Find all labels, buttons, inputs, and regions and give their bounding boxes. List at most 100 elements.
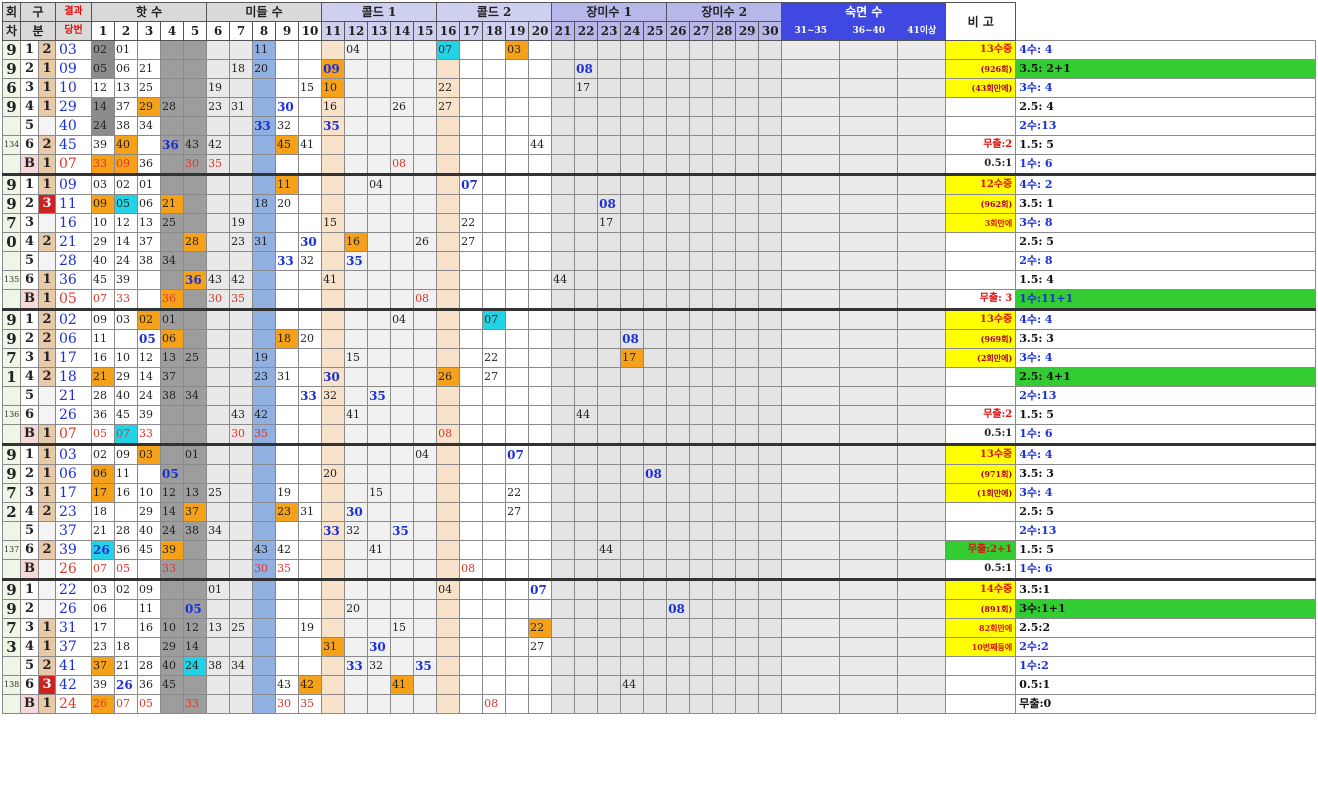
number-cell xyxy=(413,540,438,560)
remark-note xyxy=(945,386,1017,406)
number-cell xyxy=(666,308,691,330)
remark-note: (891회) xyxy=(945,599,1017,619)
row-number: 2 xyxy=(20,464,39,484)
number-cell xyxy=(528,559,553,580)
number-cell xyxy=(413,329,438,349)
number-cell xyxy=(758,289,783,310)
number-cell xyxy=(689,270,714,290)
number-cell xyxy=(321,232,346,252)
number-cell xyxy=(390,405,415,425)
number-cell xyxy=(689,618,714,638)
number-cell xyxy=(390,173,415,195)
number-cell xyxy=(897,578,947,600)
number-cell xyxy=(551,694,576,714)
number-cell xyxy=(505,540,530,560)
draw-digit: 7 xyxy=(2,618,21,638)
number-cell-hit: 36 xyxy=(183,270,208,290)
number-cell xyxy=(459,502,484,522)
number-cell xyxy=(551,194,576,214)
draw-digit: 3 xyxy=(2,637,21,657)
number-cell xyxy=(229,521,254,541)
number-cell xyxy=(897,173,947,195)
number-cell xyxy=(298,173,323,195)
remark-summary: 2수:13 xyxy=(1015,386,1316,406)
number-cell xyxy=(735,289,760,310)
number-cell xyxy=(321,483,346,503)
number-cell xyxy=(459,329,484,349)
remark-note xyxy=(945,270,1017,290)
number-cell-hit: 16 xyxy=(321,97,346,117)
number-cell-hit: 29 xyxy=(160,637,185,657)
number-cell-hit: 07 xyxy=(91,289,116,310)
number-cell xyxy=(574,135,599,155)
number-cell xyxy=(367,405,392,425)
number-cell xyxy=(781,308,841,330)
number-cell-hit: 19 xyxy=(252,348,277,368)
number-cell xyxy=(666,618,691,638)
number-cell-hit: 05 xyxy=(160,464,185,484)
number-cell xyxy=(275,78,300,98)
number-cell xyxy=(344,386,369,406)
number-cell xyxy=(344,270,369,290)
number-cell xyxy=(160,154,185,175)
number-cell xyxy=(137,637,162,657)
remark-summary: 0.5:1 xyxy=(1015,675,1316,695)
number-cell xyxy=(252,270,277,290)
number-cell xyxy=(183,424,208,445)
header-num: 7 xyxy=(229,21,254,41)
draw-digit: 0 xyxy=(2,232,21,252)
number-cell xyxy=(528,675,553,695)
number-cell xyxy=(505,78,530,98)
number-cell-hit: 39 xyxy=(91,135,116,155)
number-cell xyxy=(897,78,947,98)
number-cell xyxy=(252,637,277,657)
number-cell xyxy=(712,251,737,271)
number-cell xyxy=(551,540,576,560)
number-cell xyxy=(367,618,392,638)
hit-count: 2 xyxy=(37,232,57,252)
number-cell xyxy=(551,59,576,79)
number-cell-hit: 36 xyxy=(137,154,162,175)
result-number: 06 xyxy=(55,464,93,484)
number-cell xyxy=(897,599,947,619)
number-cell xyxy=(574,308,599,330)
number-cell xyxy=(597,348,622,368)
number-cell-hit: 22 xyxy=(528,618,553,638)
number-cell xyxy=(758,386,783,406)
number-cell xyxy=(252,289,277,310)
number-cell-hit: 36 xyxy=(137,675,162,695)
number-cell xyxy=(482,675,507,695)
number-cell xyxy=(839,386,899,406)
number-cell xyxy=(839,405,899,425)
number-cell xyxy=(367,559,392,580)
number-cell xyxy=(666,675,691,695)
number-cell xyxy=(712,329,737,349)
number-cell-hit: 36 xyxy=(91,405,116,425)
row-number: 3 xyxy=(20,618,39,638)
number-cell xyxy=(183,97,208,117)
number-cell xyxy=(528,308,553,330)
number-cell-hit: 21 xyxy=(91,367,116,387)
number-cell xyxy=(839,694,899,714)
row-number: 1 xyxy=(20,173,39,195)
number-cell xyxy=(367,194,392,214)
number-cell xyxy=(666,194,691,214)
number-cell xyxy=(597,502,622,522)
number-cell-hit: 03 xyxy=(137,443,162,465)
number-cell xyxy=(344,154,369,175)
table-row: B 1 05 07 33 36 30 35 08 무출: 3 1수:11+1 xyxy=(2,289,1316,310)
hit-count: 1 xyxy=(37,173,57,195)
number-cell xyxy=(505,559,530,580)
number-cell-hit: 26 xyxy=(390,97,415,117)
number-cell xyxy=(735,135,760,155)
number-cell xyxy=(505,308,530,330)
number-cell xyxy=(229,116,254,136)
number-cell xyxy=(482,405,507,425)
number-cell xyxy=(482,502,507,522)
remark-summary: 3.5: 2+1 xyxy=(1015,59,1316,79)
result-number: 26 xyxy=(55,599,93,619)
number-cell xyxy=(436,405,461,425)
number-cell xyxy=(367,424,392,445)
number-cell xyxy=(367,251,392,271)
number-cell xyxy=(574,559,599,580)
